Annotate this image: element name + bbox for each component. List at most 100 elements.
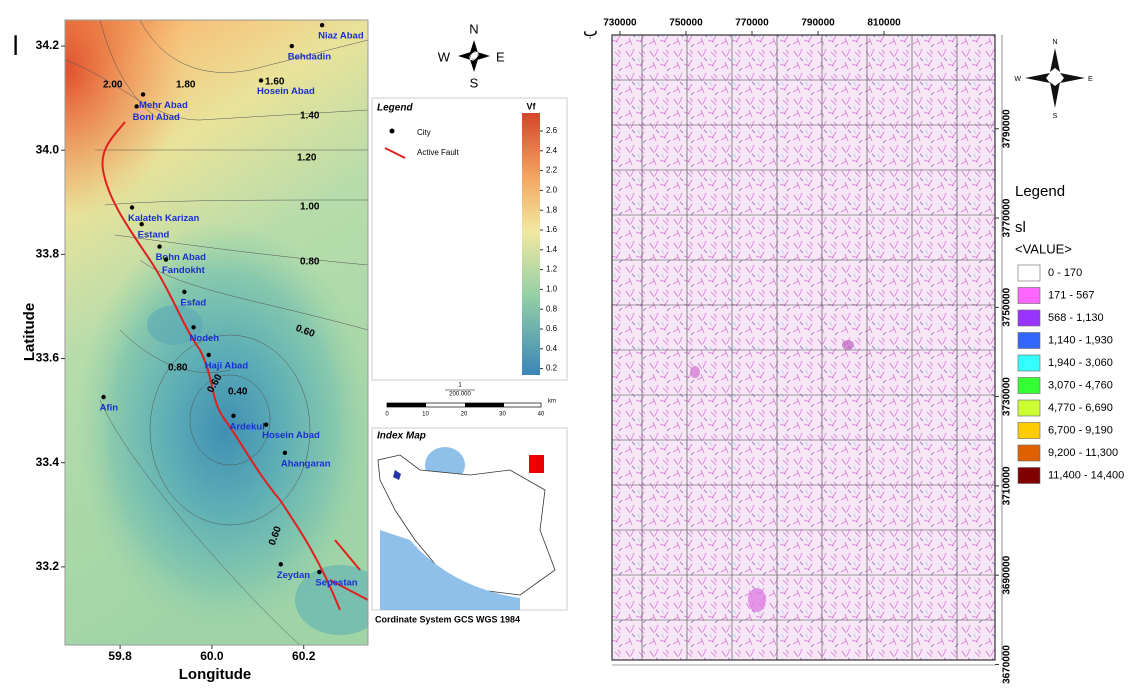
west-label: W [438,49,451,64]
contours [65,20,368,645]
legend-class-label: 9,200 - 11,300 [1048,447,1118,459]
city [101,394,106,400]
city [163,257,169,262]
legend-swatch [1017,467,1041,484]
legend-swatch [1017,377,1041,394]
city-label: Kalateh Karizan [128,213,199,224]
surface-low [295,565,368,635]
legend-class-label: 1,140 - 1,930 [1048,334,1113,346]
city [134,104,139,109]
contour-label: 0.40 [228,387,248,398]
y-tick-label: 3730000 [1002,377,1013,416]
y-tick-label: 33.4 [36,455,60,469]
y-tick-label: 3790000 [1002,109,1013,148]
index-map-title: Index Map [377,431,426,442]
city-label: Hosein Abad [262,430,320,441]
colorbar-tick-label: 1.2 [546,265,558,274]
city [182,289,187,295]
colorbar-tick-label: 1.8 [546,205,558,214]
north-arrow: N S W E [438,21,505,90]
city [319,23,325,28]
city-label: Nodeh [190,333,220,344]
legend-class-label: 171 - 567 [1048,289,1094,301]
city-label: Mehr Abad [139,100,188,111]
city [231,413,236,419]
city-label: Bohn Abad [156,252,207,263]
city-label: Zeydan [277,570,310,581]
city [278,562,283,567]
city-label: Ardekul [229,421,264,432]
city [139,221,144,227]
scale-tick-label: 20 [461,412,468,418]
city [140,92,146,97]
city-label: Afin [100,403,119,414]
right-panel: ب N S W E Legend sl <VALUE> 730000 750000… [583,18,1124,684]
city [282,450,288,456]
legend-swatch [1017,399,1041,417]
legend-swatch [1017,287,1041,304]
x-tick-label: 790000 [801,18,835,29]
x-tick-label: 60.2 [292,649,316,663]
scale-unit: km [548,399,556,405]
city-label: Haji Abad [205,360,249,371]
sl-raster-hotspot [842,340,854,350]
legend-class-label: 0 - 170 [1048,267,1082,279]
city [258,78,264,83]
city-label: Ahangaran [281,458,331,469]
colorbar-tick-label: 1.4 [546,245,558,254]
iran-outline [377,454,556,596]
city [289,43,294,49]
west-label: W [1014,76,1021,83]
scale-tick-label: 0 [385,412,389,418]
colorbar-tick-label: 1.0 [546,285,558,294]
index-map [377,447,556,610]
x-tick-label: 59.8 [108,649,132,663]
legend-layer: sl [1015,219,1026,236]
city [191,325,196,330]
legend-title: Legend [377,103,413,114]
colorbar-tick-label: 2.6 [546,126,558,135]
legend-city-symbol [389,128,395,134]
contour-label: 1.60 [265,77,285,88]
left-panel: ا Longitude Latitude N S W E Legend City… [12,19,568,683]
legend-title: Legend [1015,183,1065,200]
sl-raster [612,35,995,660]
colorbar-tick-label: 2.2 [546,166,558,175]
legend-class-label: 3,070 - 4,760 [1048,379,1113,391]
city [317,569,322,575]
east-label: E [1088,76,1093,83]
active-fault [101,121,368,611]
sl-raster-hotspot [690,366,700,378]
scale-tick-label: 30 [499,412,506,418]
x-tick-label: 730000 [603,18,637,29]
scale-tick-label: 10 [422,412,429,418]
city-label: Esfad [180,297,206,308]
city-label: Niaz Abad [318,31,364,42]
contour-label: 1.00 [300,202,320,213]
vf-surface [65,20,368,645]
y-tick-label: 3710000 [1002,466,1013,505]
contour-label: 1.80 [176,80,196,91]
contour-label: 1.20 [297,153,317,164]
colorbar-title: Vf [527,101,537,111]
panel-label: ا [12,31,19,61]
east-label: E [496,49,505,64]
panel-label: ب [583,23,598,40]
city-label: Estand [138,230,170,241]
y-tick-label: 34.2 [36,38,60,52]
map-frame [611,34,996,661]
x-tick-label: 770000 [735,18,769,29]
y-tick-label: 3750000 [1002,287,1013,326]
north-arrow: N S W E [1014,39,1093,120]
south-label: S [470,75,479,90]
north-label: N [469,21,478,36]
y-tick-label: 33.6 [36,351,60,365]
legend-class-label: 4,770 - 6,690 [1048,402,1113,414]
y-tick-label: 3670000 [1002,645,1013,684]
x-tick-label: 60.0 [200,649,224,663]
city-label: Boni Abad [133,112,180,123]
contour-label: 0.80 [300,257,320,268]
legend-field: <VALUE> [1015,241,1072,256]
contour-label: 1.40 [300,111,320,122]
